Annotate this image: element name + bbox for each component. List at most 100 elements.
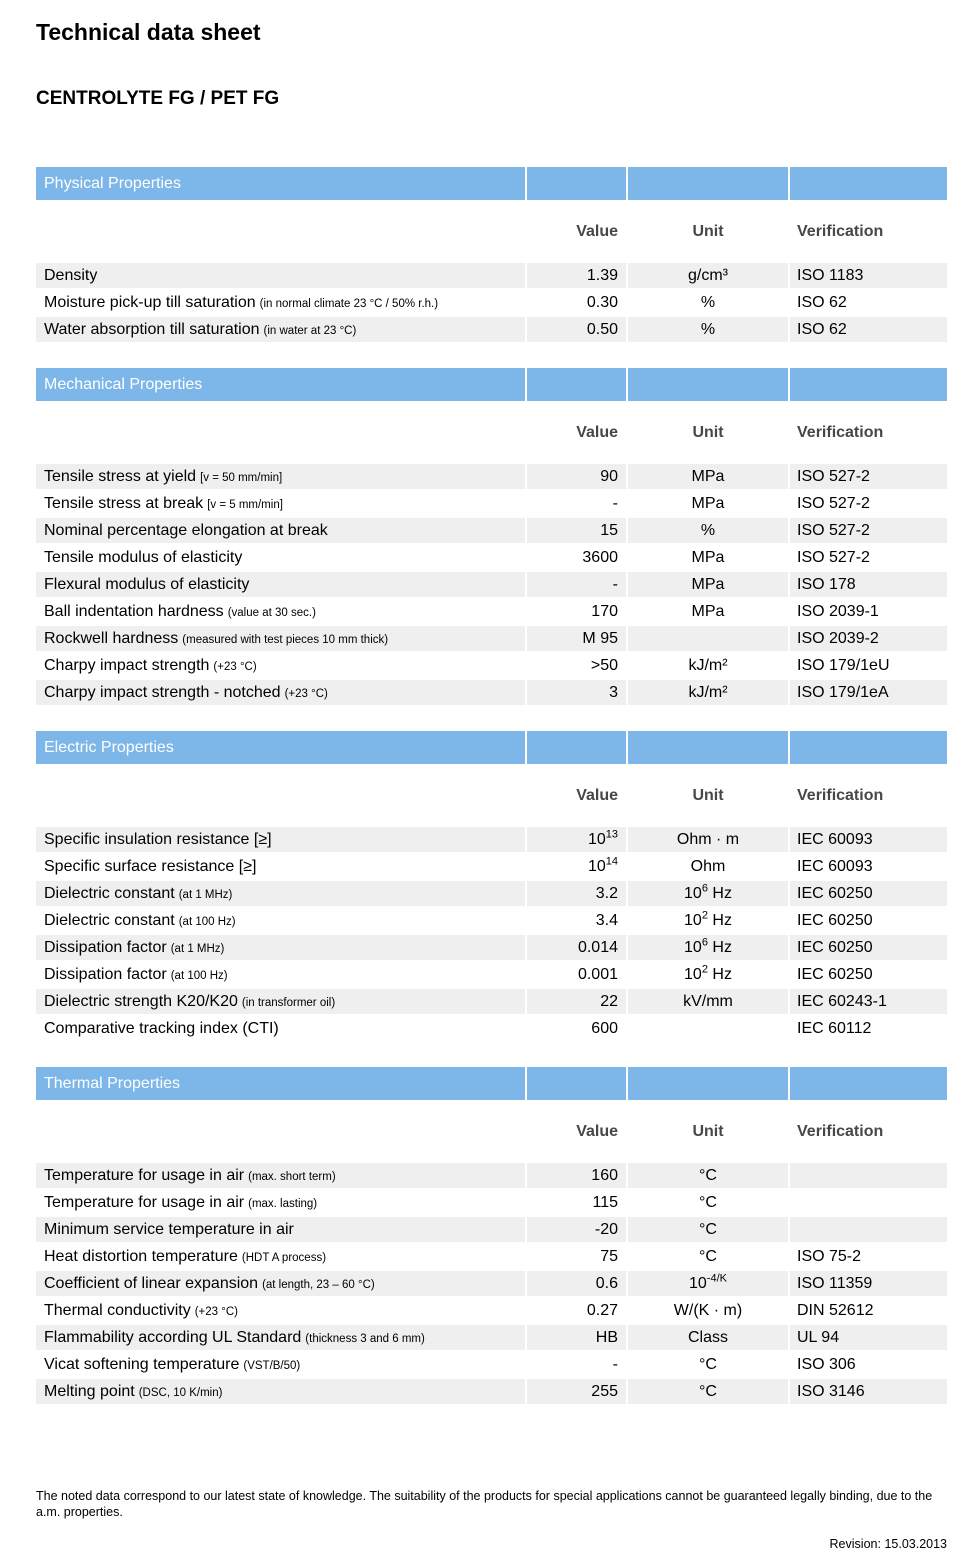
property-row: Specific surface resistance [≥] 1014 Ohm…: [36, 854, 947, 879]
property-label: Vicat softening temperature: [44, 1356, 240, 1374]
section-bar-segment: [527, 167, 626, 201]
property-value: 600: [591, 1020, 618, 1038]
property-unit: %: [628, 518, 788, 544]
section-bar-segment: [527, 1067, 626, 1101]
property-verification: UL 94: [790, 1325, 947, 1351]
property-value: 22: [527, 989, 626, 1015]
property-section: Thermal Properties Value Unit Verificati…: [36, 1067, 947, 1405]
revision-line: Revision: 15.03.2013: [36, 1537, 947, 1551]
section-header-bar: Mechanical Properties: [36, 368, 947, 402]
property-row: Tensile stress at break [v = 5 mm/min] - …: [36, 491, 947, 516]
property-row: Dielectric strength K20/K20 (in transform…: [36, 989, 947, 1015]
property-row: Charpy impact strength - notched (+23 °C)…: [36, 680, 947, 706]
property-value: 0.014: [527, 935, 626, 961]
page-title: Technical data sheet: [36, 19, 261, 45]
property-verification: ISO 527-2: [797, 549, 870, 567]
property-label: Temperature for usage in air: [44, 1167, 245, 1185]
property-unit: 102 Hz: [684, 909, 732, 930]
property-note: (at 1 MHz): [178, 889, 233, 902]
section-bar-segment: [628, 1067, 788, 1101]
section-header-bar: Thermal Properties: [36, 1067, 947, 1101]
property-note: (HDT A process): [241, 1252, 327, 1265]
column-header-row: Value Unit Verification: [36, 783, 947, 808]
property-unit: °C: [699, 1194, 717, 1212]
column-header-value: Value: [576, 787, 618, 805]
property-row: Dissipation factor (at 1 MHz) 0.014 106 H…: [36, 935, 947, 961]
property-section: Mechanical Properties Value Unit Verific…: [36, 368, 947, 706]
section-bar-segment: [628, 731, 788, 765]
property-row: Tensile modulus of elasticity 3600 MPa I…: [36, 545, 947, 570]
property-note: (+23 °C): [194, 1306, 238, 1319]
property-label: Thermal conductivity: [44, 1302, 191, 1320]
property-unit: %: [700, 294, 716, 312]
property-label: Heat distortion temperature: [44, 1248, 238, 1266]
property-label: Nominal percentage elongation at break: [44, 522, 328, 540]
property-label: Temperature for usage in air: [44, 1194, 245, 1212]
section-header-bar: Physical Properties: [36, 167, 947, 201]
property-label: Charpy impact strength: [44, 657, 210, 675]
property-row: Coefficient of linear expansion (at lengt…: [36, 1271, 947, 1297]
property-label: Specific insulation resistance [≥]: [44, 831, 272, 849]
section-bar-segment: [527, 368, 626, 402]
property-value: -: [612, 1356, 618, 1374]
property-value: 90: [527, 464, 626, 490]
property-label: Comparative tracking index (CTI): [44, 1020, 279, 1038]
property-verification: IEC 60243-1: [790, 989, 947, 1015]
property-note: [v = 5 mm/min]: [207, 499, 283, 512]
property-verification: ISO 2039-1: [797, 603, 879, 621]
column-header-value: Value: [576, 1123, 618, 1141]
property-value: 1014: [587, 855, 618, 876]
section-title: Thermal Properties: [44, 1074, 181, 1092]
property-row: Melting point (DSC, 10 K/min) 255 °C ISO …: [36, 1379, 947, 1405]
property-label: Dielectric constant: [44, 885, 175, 903]
product-name: CENTROLYTE FG / PET FG: [36, 88, 280, 110]
property-verification: ISO 179/1eA: [790, 680, 947, 706]
section-bar-segment: [790, 1067, 947, 1101]
property-verification: IEC 60112: [797, 1020, 872, 1038]
section-bar-segment: [790, 731, 947, 765]
property-sections: Physical Properties Value Unit Verificat…: [36, 167, 947, 1405]
property-verification: ISO 306: [797, 1356, 856, 1374]
property-value: 1.39: [527, 263, 626, 289]
section-title: Mechanical Properties: [44, 375, 203, 393]
property-label: Specific surface resistance [≥]: [44, 858, 257, 876]
property-verification: ISO 11359: [790, 1271, 947, 1297]
property-value: 75: [600, 1248, 618, 1266]
disclaimer-text: The noted data correspond to our latest …: [36, 1489, 933, 1520]
section-rows: Density 1.39 g/cm³ ISO 1183 Moisture pic…: [36, 263, 947, 343]
section-bar-segment: [628, 167, 788, 201]
property-note: (in water at 23 °C): [263, 325, 357, 338]
property-unit: Ohm · m: [628, 827, 788, 853]
section-bar-segment: [790, 167, 947, 201]
section-bar-segment: [527, 731, 626, 765]
property-note: (in transformer oil): [241, 997, 336, 1010]
property-label: Tensile stress at yield: [44, 468, 197, 486]
property-label: Flexural modulus of elasticity: [44, 576, 250, 594]
property-note: (at 1 MHz): [170, 943, 225, 956]
property-verification: ISO 3146: [790, 1379, 947, 1405]
property-unit: kJ/m²: [688, 657, 728, 675]
property-label: Ball indentation hardness: [44, 603, 224, 621]
section-rows: Tensile stress at yield [v = 50 mm/min] 9…: [36, 464, 947, 706]
property-value: 3: [527, 680, 626, 706]
property-verification: ISO 75-2: [797, 1248, 862, 1266]
property-note: (+23 °C): [284, 688, 328, 701]
property-label: Rockwell hardness: [44, 630, 179, 648]
property-unit: °C: [628, 1163, 788, 1189]
revision-label: Revision:: [829, 1536, 881, 1551]
property-value: 3600: [582, 549, 618, 567]
property-value: 0.27: [586, 1302, 618, 1320]
property-value: 3.2: [527, 881, 626, 907]
property-note: (DSC, 10 K/min): [138, 1387, 223, 1400]
property-note: (VST/B/50): [243, 1360, 301, 1373]
property-value: 1013: [527, 827, 626, 853]
property-value: HB: [527, 1325, 626, 1351]
property-value: -: [612, 495, 618, 513]
property-row: Density 1.39 g/cm³ ISO 1183: [36, 263, 947, 289]
property-value: 15: [527, 518, 626, 544]
property-row: Flammability according UL Standard (thick…: [36, 1325, 947, 1351]
property-unit: 106 Hz: [628, 881, 788, 907]
property-unit: °C: [628, 1379, 788, 1405]
property-value: -20: [527, 1217, 626, 1243]
property-note: (+23 °C): [213, 661, 257, 674]
